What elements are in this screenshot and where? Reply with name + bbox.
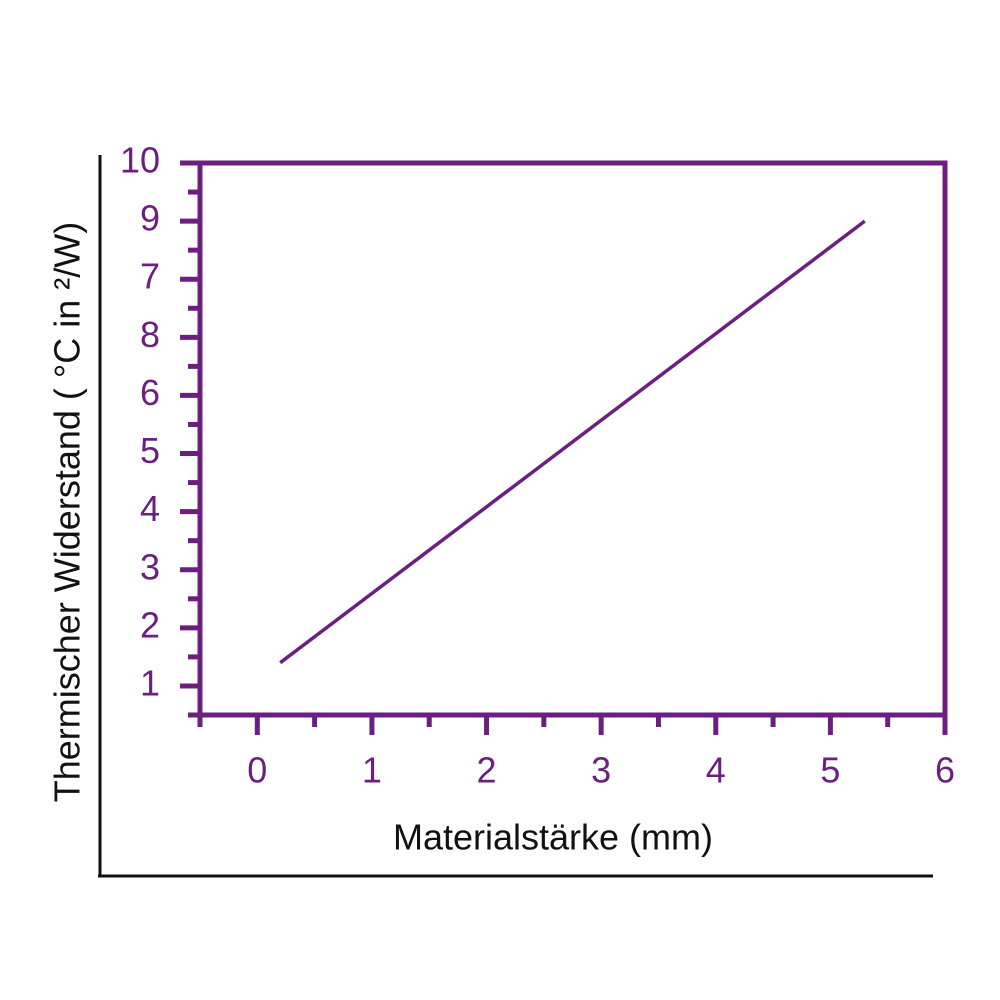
- y-tick-label: 8: [140, 314, 160, 355]
- x-tick-label: 3: [591, 750, 611, 791]
- y-tick-label: 9: [140, 198, 160, 239]
- y-tick-label: 4: [140, 488, 160, 529]
- y-tick-label: 2: [140, 604, 160, 645]
- x-tick-label: 2: [477, 750, 497, 791]
- y-tick-label: 7: [140, 256, 160, 297]
- y-tick-label: 10: [120, 140, 160, 181]
- x-tick-label: 0: [247, 750, 267, 791]
- y-tick-label: 6: [140, 372, 160, 413]
- data-line: [279, 219, 866, 665]
- y-tick-label: 5: [140, 430, 160, 471]
- y-axis-label: Thermischer Widerstand ( °C in ²/W): [47, 222, 88, 802]
- x-tick-label: 1: [362, 750, 382, 791]
- y-tick-label: 1: [140, 662, 160, 703]
- x-tick-label: 5: [820, 750, 840, 791]
- plot-frame: [197, 160, 948, 718]
- x-tick-label: 4: [706, 750, 726, 791]
- x-axis-label: Materialstärke (mm): [393, 817, 713, 858]
- x-tick-label: 6: [935, 750, 955, 791]
- y-tick-label: 3: [140, 546, 160, 587]
